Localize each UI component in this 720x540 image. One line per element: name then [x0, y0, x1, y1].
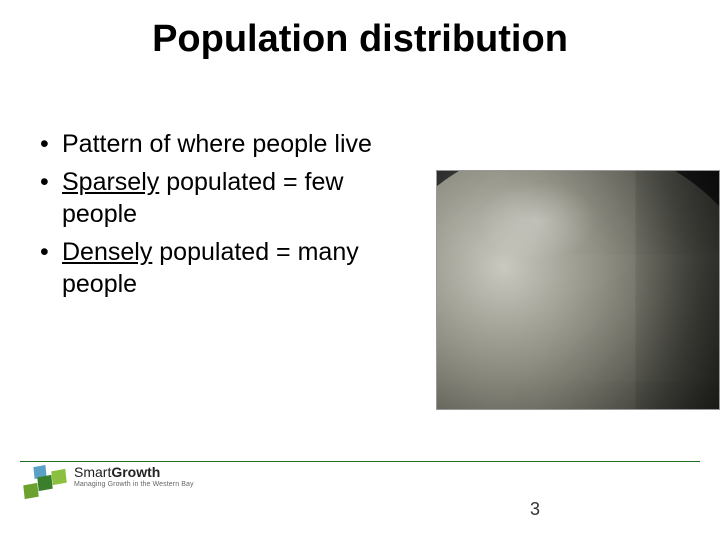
logo-brand-growth: Growth	[111, 464, 160, 480]
logo-text: SmartGrowth Managing Growth in the Weste…	[74, 464, 194, 488]
globe-highlight	[477, 181, 597, 261]
logo-cube-icon	[37, 475, 52, 491]
logo-cube-icon	[51, 469, 66, 485]
list-item: Pattern of where people live	[40, 128, 410, 160]
list-item: Sparsely populated = few people	[40, 166, 410, 230]
logo-cubes-icon	[24, 466, 68, 502]
bullet-underline: Densely	[62, 238, 152, 266]
logo-brand-smart: Smart	[74, 464, 111, 480]
globe-image	[436, 170, 720, 410]
slide: Population distribution Pattern of where…	[0, 0, 720, 540]
logo-tagline: Managing Growth in the Western Bay	[74, 481, 194, 488]
slide-title: Population distribution	[0, 18, 720, 61]
bullet-underline: Sparsely	[62, 168, 159, 196]
footer-rule	[20, 461, 700, 462]
footer-logo: SmartGrowth Managing Growth in the Weste…	[24, 464, 204, 504]
page-number: 3	[530, 499, 540, 520]
list-item: Densely populated = many people	[40, 236, 410, 300]
logo-cube-icon	[23, 483, 38, 499]
bullet-text: Pattern of where people live	[62, 130, 372, 158]
bullet-list: Pattern of where people live Sparsely po…	[40, 128, 410, 306]
logo-brand: SmartGrowth	[74, 464, 194, 480]
